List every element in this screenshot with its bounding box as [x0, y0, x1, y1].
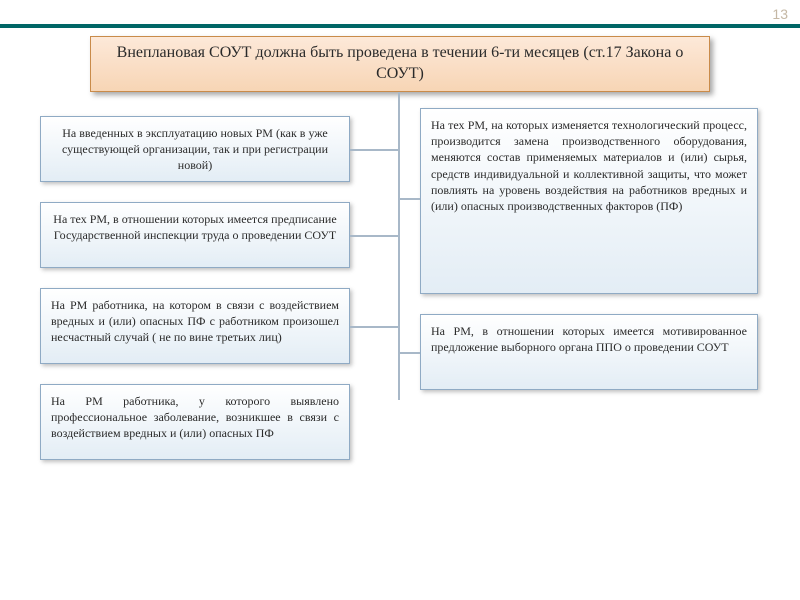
hero-text: Внеплановая СОУТ должна быть проведена в…	[117, 44, 684, 82]
page-number: 13	[772, 6, 788, 22]
content-box-l2: На тех РМ, в отношении которых имеется п…	[40, 202, 350, 268]
content-box-r2: На РМ, в отношении которых имеется мотив…	[420, 314, 758, 390]
connector-3	[350, 326, 398, 328]
content-box-text: На РМ работника, на котором в связи с во…	[51, 298, 339, 344]
content-box-text: На РМ работника, у которого выявлено про…	[51, 394, 339, 440]
content-box-text: На тех РМ, на которых изменяется техноло…	[431, 118, 747, 213]
connector-4	[398, 198, 420, 200]
top-stripe	[0, 24, 800, 28]
content-box-text: На тех РМ, в отношении которых имеется п…	[53, 212, 336, 242]
content-box-text: На РМ, в отношении которых имеется мотив…	[431, 324, 747, 354]
content-box-r1: На тех РМ, на которых изменяется техноло…	[420, 108, 758, 294]
hero-box: Внеплановая СОУТ должна быть проведена в…	[90, 36, 710, 92]
content-box-l3: На РМ работника, на котором в связи с во…	[40, 288, 350, 364]
connector-2	[350, 235, 398, 237]
connector-5	[398, 352, 420, 354]
content-box-l4: На РМ работника, у которого выявлено про…	[40, 384, 350, 460]
content-box-text: На введенных в эксплуатацию новых РМ (ка…	[62, 126, 328, 172]
content-box-l1: На введенных в эксплуатацию новых РМ (ка…	[40, 116, 350, 182]
connector-1	[350, 149, 398, 151]
